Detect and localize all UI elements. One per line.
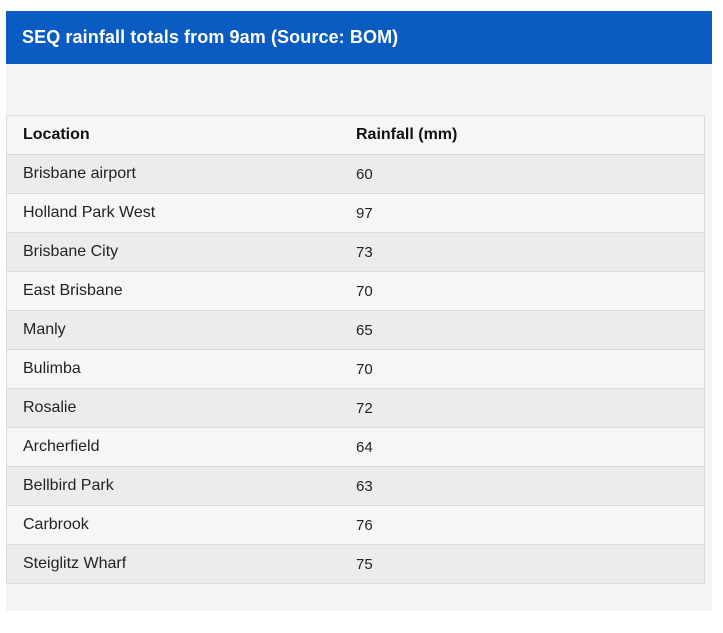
rainfall-cell: 60 [356,165,373,183]
location-cell: Steiglitz Wharf [23,555,127,572]
location-cell: Brisbane City [23,243,119,260]
location-cell: Rosalie [23,399,77,416]
table-body: Brisbane airport 60 Holland Park West 97 Bri… [7,154,704,583]
table-row: East Brisbane 70 [7,271,704,310]
table-panel: Location Rainfall (mm) Brisbane airport 6… [6,64,712,611]
column-header-rainfall: Rainfall (mm) [356,126,458,143]
table-row: Archerfield 64 [7,427,704,466]
table-row: Bellbird Park 63 [7,466,704,505]
table-header-row: Location Rainfall (mm) [7,116,704,154]
location-cell: Bulimba [23,360,81,377]
location-cell: Carbrook [23,516,89,533]
location-cell: Archerfield [23,438,100,455]
rainfall-cell: 75 [356,555,373,573]
table-header-bar: SEQ rainfall totals from 9am (Source: BO… [6,11,712,64]
table-row: Manly 65 [7,310,704,349]
rainfall-cell: 70 [356,282,373,300]
location-cell: East Brisbane [23,282,123,299]
rainfall-cell: 97 [356,204,373,222]
table-title: SEQ rainfall totals from 9am (Source: BO… [22,27,399,47]
table-row: Holland Park West 97 [7,193,704,232]
rainfall-table: Location Rainfall (mm) Brisbane airport 6… [6,115,705,584]
location-cell: Holland Park West [23,204,156,221]
rainfall-cell: 64 [356,438,373,456]
table-row: Brisbane airport 60 [7,154,704,193]
table-row: Bulimba 70 [7,349,704,388]
rainfall-cell: 65 [356,321,373,339]
location-cell: Brisbane airport [23,165,136,182]
rainfall-cell: 72 [356,399,373,417]
column-header-location: Location [23,126,90,143]
rainfall-cell: 63 [356,477,373,495]
table-row: Carbrook 76 [7,505,704,544]
rainfall-cell: 76 [356,516,373,534]
rainfall-cell: 70 [356,360,373,378]
table-row: Steiglitz Wharf 75 [7,544,704,583]
table-row: Rosalie 72 [7,388,704,427]
location-cell: Bellbird Park [23,477,114,494]
location-cell: Manly [23,321,66,338]
table-row: Brisbane City 73 [7,232,704,271]
rainfall-cell: 73 [356,243,373,261]
